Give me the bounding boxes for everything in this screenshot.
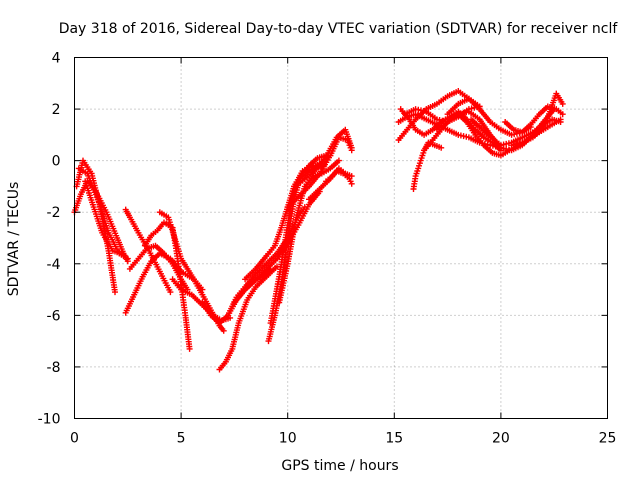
series-markers — [323, 165, 355, 185]
y-tick-label: -2 — [47, 205, 61, 221]
y-tick-label: 2 — [52, 102, 61, 118]
x-tick-label: 5 — [177, 431, 186, 447]
series-12 — [216, 263, 280, 373]
x-axis-label: GPS time / hours — [281, 458, 398, 474]
series-33 — [502, 103, 566, 136]
tick-layer: 0 5 10 15 20 25 -10 -8 -6 -4 -2 0 2 4 — [38, 51, 617, 447]
series-markers — [502, 103, 566, 136]
chart-title: Day 318 of 2016, Sidereal Day-to-day VTE… — [59, 21, 619, 37]
series-4 — [82, 178, 125, 257]
x-tick-label: 25 — [599, 431, 617, 447]
y-tick-label: -6 — [47, 308, 61, 324]
series-32 — [508, 90, 566, 149]
x-tick-label: 10 — [279, 431, 297, 447]
series-markers — [295, 126, 355, 187]
y-tick-label: 0 — [52, 154, 61, 170]
series-markers — [82, 178, 125, 257]
series-24 — [395, 88, 483, 143]
y-tick-label: 4 — [52, 51, 61, 67]
y-tick-label: -4 — [47, 257, 61, 273]
y-tick-label: -10 — [38, 412, 61, 428]
series-20 — [295, 126, 355, 187]
data-layer — [71, 88, 566, 373]
x-tick-label: 0 — [70, 431, 79, 447]
y-tick-label: -8 — [47, 360, 61, 376]
series-markers — [216, 263, 280, 373]
x-tick-label: 20 — [492, 431, 510, 447]
series-22 — [323, 165, 355, 185]
plot-frame — [74, 57, 608, 419]
x-tick-label: 15 — [385, 431, 403, 447]
y-axis-label: SDTVAR / TECUs — [6, 182, 22, 297]
